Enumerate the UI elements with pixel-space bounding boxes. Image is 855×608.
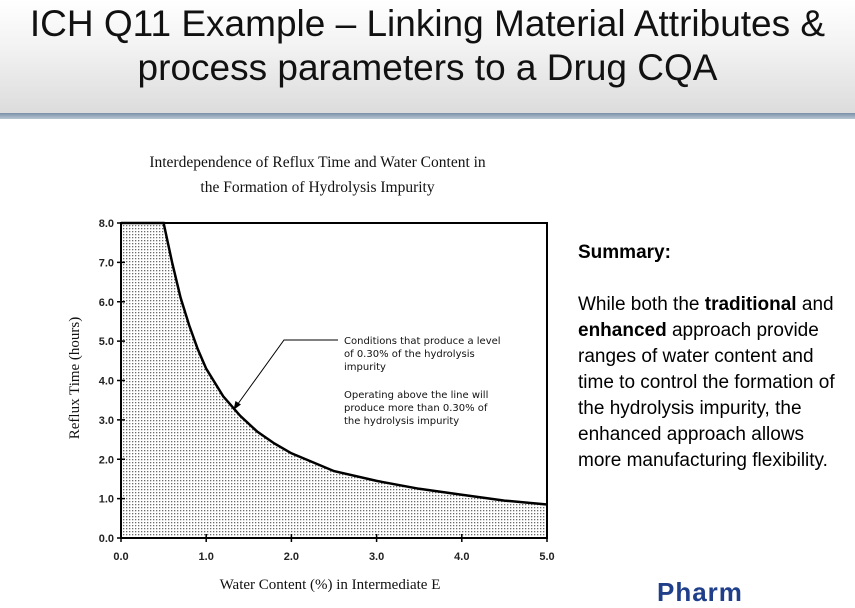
x-tick-label: 1.0	[199, 551, 214, 563]
chart: 0.0 1.0 2.0 3.0 4.0 5.0 6.0 7.0 8.0 0.0 1.0 2.0 3.0 4…	[0, 200, 570, 592]
y-axis-label: Reflux Time (hours)	[67, 317, 83, 440]
y-tick-label: 7.0	[99, 257, 114, 269]
annotation-line-2: of 0.30% of the hydrolysis	[344, 349, 475, 360]
y-tick-label: 2.0	[99, 454, 114, 466]
summary-panel: Summary: While both the traditional and …	[578, 240, 848, 474]
slide-header: ICH Q11 Example – Linking Material Attri…	[0, 0, 855, 113]
y-tick-label: 3.0	[99, 415, 114, 427]
x-tick-label: 3.0	[369, 551, 384, 563]
y-tick-label: 6.0	[99, 297, 114, 309]
y-tick-label: 1.0	[99, 494, 114, 506]
x-tick-label: 5.0	[539, 551, 554, 563]
annotation-line-3: impurity	[344, 362, 386, 373]
slide-title: ICH Q11 Example – Linking Material Attri…	[0, 2, 855, 90]
annotation-arrowhead	[233, 401, 241, 410]
x-tick-label: 0.0	[113, 551, 128, 563]
annotation-line-4: Operating above the line will	[344, 390, 488, 401]
summary-heading: Summary:	[578, 240, 848, 266]
chart-annotation: Conditions that produce a level of 0.30%…	[344, 336, 501, 427]
y-tick-label: 4.0	[99, 376, 114, 388]
header-divider	[0, 113, 855, 119]
y-tick-label: 5.0	[99, 336, 114, 348]
annotation-line-6: the hydrolysis impurity	[344, 416, 459, 427]
company-logo: Pharm	[657, 577, 743, 608]
chart-title: Interdependence of Reflux Time and Water…	[70, 150, 565, 200]
logo-text: Pharm	[657, 577, 743, 607]
x-tick-label: 4.0	[454, 551, 469, 563]
summary-bold-traditional: traditional	[705, 294, 797, 315]
chart-title-line-2: the Formation of Hydrolysis Impurity	[70, 175, 565, 200]
slide-title-line-2: process parameters to a Drug CQA	[0, 46, 855, 90]
annotation-line-1: Conditions that produce a level	[344, 336, 501, 347]
summary-text-3: approach provide ranges of water content…	[578, 320, 835, 471]
summary-text-2: and	[797, 294, 834, 315]
slide-title-line-1: ICH Q11 Example – Linking Material Attri…	[0, 2, 855, 46]
x-tick-label: 2.0	[284, 551, 299, 563]
y-tick-label: 0.0	[99, 533, 114, 545]
annotation-line-5: produce more than 0.30% of	[344, 403, 488, 414]
shaded-region	[121, 223, 547, 538]
chart-title-line-1: Interdependence of Reflux Time and Water…	[70, 150, 565, 175]
summary-bold-enhanced: enhanced	[578, 320, 667, 341]
x-axis-label: Water Content (%) in Intermediate E	[220, 577, 441, 592]
y-tick-label: 8.0	[99, 218, 114, 230]
summary-text-1: While both the	[578, 294, 705, 315]
annotation-arrow	[234, 340, 339, 410]
